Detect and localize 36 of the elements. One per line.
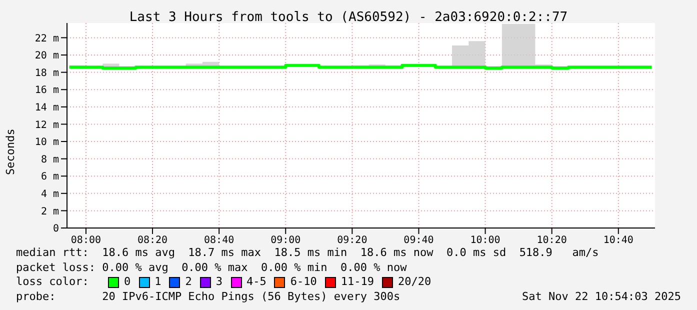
y-tick-label: 6 m bbox=[40, 172, 59, 183]
y-tick-label: 22 m bbox=[34, 33, 59, 44]
y-tick-label: 18 m bbox=[34, 68, 59, 79]
y-tick-label: 2 m bbox=[40, 206, 59, 218]
text: loss color: bbox=[16, 275, 90, 290]
text: 3 bbox=[216, 275, 222, 290]
text: Sat Nov 22 10:54:03 2025 bbox=[522, 290, 681, 304]
x-tick-label: 10:20 bbox=[536, 235, 567, 246]
y-tick-label: 20 m bbox=[34, 50, 59, 62]
text: median rtt: 18.6 ms avg 18.7 ms max 18.5 ms min 18.6 ms now 0.0 ms sd 518.9 am/s bbox=[16, 246, 600, 260]
y-tick-label: 16 m bbox=[34, 85, 59, 96]
text: 2 bbox=[185, 275, 192, 290]
x-tick-label: 08:40 bbox=[204, 235, 234, 246]
y-tick-label: 12 m bbox=[34, 120, 59, 131]
y-tick-label: 4 m bbox=[40, 188, 59, 200]
text: 11-19 bbox=[340, 275, 374, 290]
text: probe: 20 IPv6-ICMP Echo Pings (56 Bytes) every 300s bbox=[16, 290, 400, 304]
x-tick-label: 10:00 bbox=[470, 235, 500, 246]
text: 6-10 bbox=[290, 275, 317, 290]
x-tick-label: 09:40 bbox=[404, 235, 434, 246]
y-axis-title: Seconds bbox=[4, 128, 17, 175]
text: 1 bbox=[154, 275, 162, 290]
x-tick-label: 09:00 bbox=[270, 235, 301, 246]
y-tick-label: 0 bbox=[52, 224, 59, 235]
y-tick-label: 8 m bbox=[40, 154, 59, 166]
x-tick-label: 08:00 bbox=[70, 235, 102, 246]
y-tick-label: 10 m bbox=[34, 137, 59, 148]
text: 20/20 bbox=[398, 275, 432, 290]
text: 4-5 bbox=[246, 275, 266, 290]
text: 0 bbox=[124, 275, 131, 290]
y-tick-label: 14 m bbox=[34, 102, 59, 114]
x-tick-label: 09:20 bbox=[337, 235, 368, 246]
x-tick-label: 10:40 bbox=[603, 235, 634, 246]
chart-title: Last 3 Hours from tools to (AS60592) - 2a03:6920:0:2::77 bbox=[128, 10, 569, 25]
x-tick-label: 08:20 bbox=[137, 235, 168, 246]
text: packet loss: 0.00 % avg 0.00 % max 0.00 % min 0.00 % now bbox=[16, 260, 408, 275]
